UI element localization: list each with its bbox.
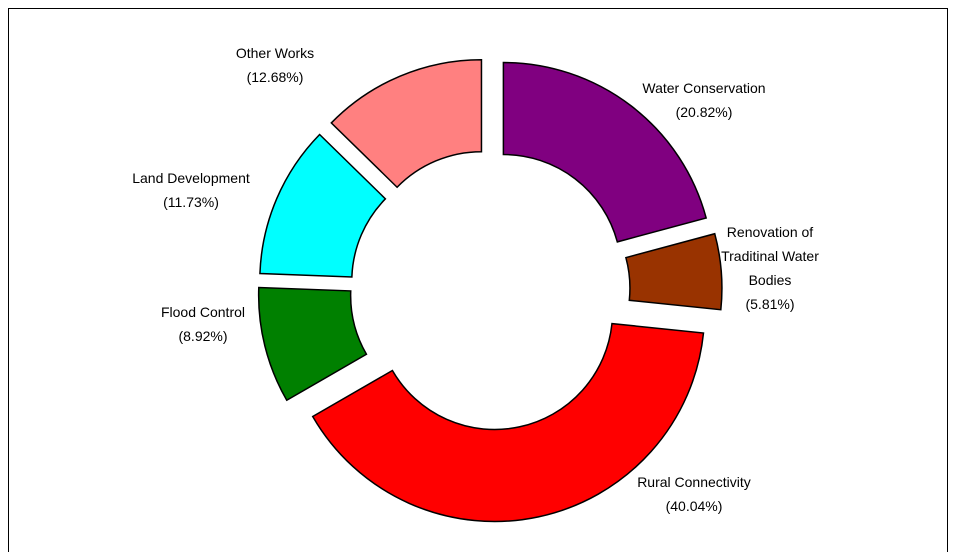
slice-label: Rural Connectivity (40.04%) (604, 470, 784, 518)
slice-name: Flood Control (160, 304, 246, 320)
donut-slice (311, 322, 705, 523)
slice-value: (5.81%) (745, 296, 795, 312)
slice-value: (40.04%) (665, 498, 723, 514)
slice-name: Renovation of Traditinal Water Bodies (721, 224, 819, 288)
slice-value: (8.92%) (178, 328, 228, 344)
frame (8, 8, 948, 552)
donut-slice (257, 286, 368, 402)
slice-value: (11.73%) (163, 194, 219, 210)
donut-slice (624, 232, 723, 311)
slice-label: Flood Control (8.92%) (113, 300, 293, 348)
slice-name: Water Conservation (642, 80, 766, 96)
donut-slice (502, 61, 708, 243)
slice-name: Land Development (132, 170, 250, 186)
slice-name: Rural Connectivity (637, 474, 751, 490)
donut-slice (330, 58, 483, 189)
donut-slice (259, 133, 387, 278)
slice-label: Water Conservation (20.82%) (614, 76, 794, 124)
slice-label: Renovation of Traditinal Water Bodies (5.… (705, 220, 835, 316)
slice-name: Other Works (235, 45, 315, 61)
slice-label: Land Development (11.73%) (101, 166, 281, 214)
slice-value: (20.82%) (675, 104, 733, 120)
slice-label: Other Works (12.68%) (185, 41, 365, 89)
slice-value: (12.68%) (246, 69, 304, 85)
